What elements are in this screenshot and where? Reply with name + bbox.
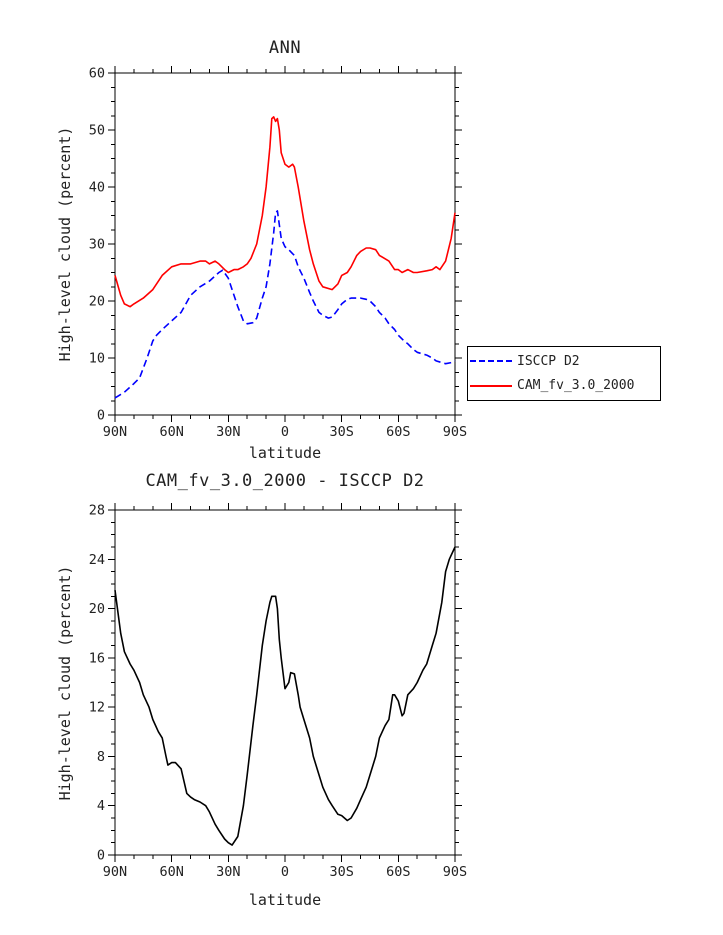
bottom-chart-title: CAM_fv_3.0_2000 - ISCCP D2 (145, 471, 425, 491)
y-tick-label: 20 (89, 601, 105, 617)
y-tick-label: 50 (89, 123, 105, 139)
x-tick-label: 30S (329, 864, 353, 880)
y-tick-label: 10 (89, 351, 105, 367)
x-tick-label: 0 (281, 864, 289, 880)
x-tick-label: 60N (159, 864, 183, 880)
y-tick-label: 24 (89, 552, 105, 568)
x-tick-label: 30N (216, 424, 240, 440)
top-chart-x-axis-label: latitude (248, 444, 322, 462)
x-tick-label: 60S (386, 864, 410, 880)
y-tick-label: 8 (97, 749, 105, 765)
x-tick-label: 30S (329, 424, 353, 440)
ann-chart-canvas: 90N 60N 30N 0 30S 60S 90S 0 10 20 30 40 50 60 (89, 66, 467, 441)
legend: ISCCP D2 CAM_fv_3.0_2000 (467, 346, 661, 401)
series-line (114, 546, 456, 846)
x-tick-label: 0 (281, 424, 289, 440)
y-tick-label: 28 (89, 503, 105, 519)
series-line (114, 210, 456, 399)
x-tick-label: 90S (443, 424, 467, 440)
x-tick-label: 90S (443, 864, 467, 880)
y-tick-label: 60 (89, 66, 105, 82)
series-line (114, 116, 456, 308)
y-tick-label: 0 (97, 848, 105, 864)
y-tick-label: 4 (97, 798, 105, 814)
bottom-chart-x-axis-label: latitude (248, 891, 322, 909)
legend-label-cam: CAM_fv_3.0_2000 (517, 378, 635, 394)
legend-item-isccp: ISCCP D2 (470, 349, 660, 373)
x-tick-label: 60S (386, 424, 410, 440)
y-tick-label: 16 (89, 650, 105, 666)
legend-dashed-line-sample (470, 360, 512, 363)
x-tick-label: 60N (159, 424, 183, 440)
x-tick-label: 30N (216, 864, 240, 880)
y-tick-label: 30 (89, 237, 105, 253)
legend-item-cam: CAM_fv_3.0_2000 (470, 374, 660, 398)
legend-solid-line-sample (470, 384, 512, 387)
y-tick-label: 0 (97, 408, 105, 424)
difference-chart-canvas: 90N 60N 30N 0 30S 60S 90S 0 4 8 12 16 20 24 28 (89, 503, 467, 881)
x-tick-label: 90N (103, 424, 127, 440)
y-tick-label: 12 (89, 700, 105, 716)
y-tick-label: 40 (89, 180, 105, 196)
legend-label-isccp: ISCCP D2 (517, 353, 580, 369)
top-chart-title: ANN (268, 38, 302, 58)
y-tick-label: 20 (89, 294, 105, 310)
plot-frame (114, 72, 456, 416)
x-tick-label: 90N (103, 864, 127, 880)
